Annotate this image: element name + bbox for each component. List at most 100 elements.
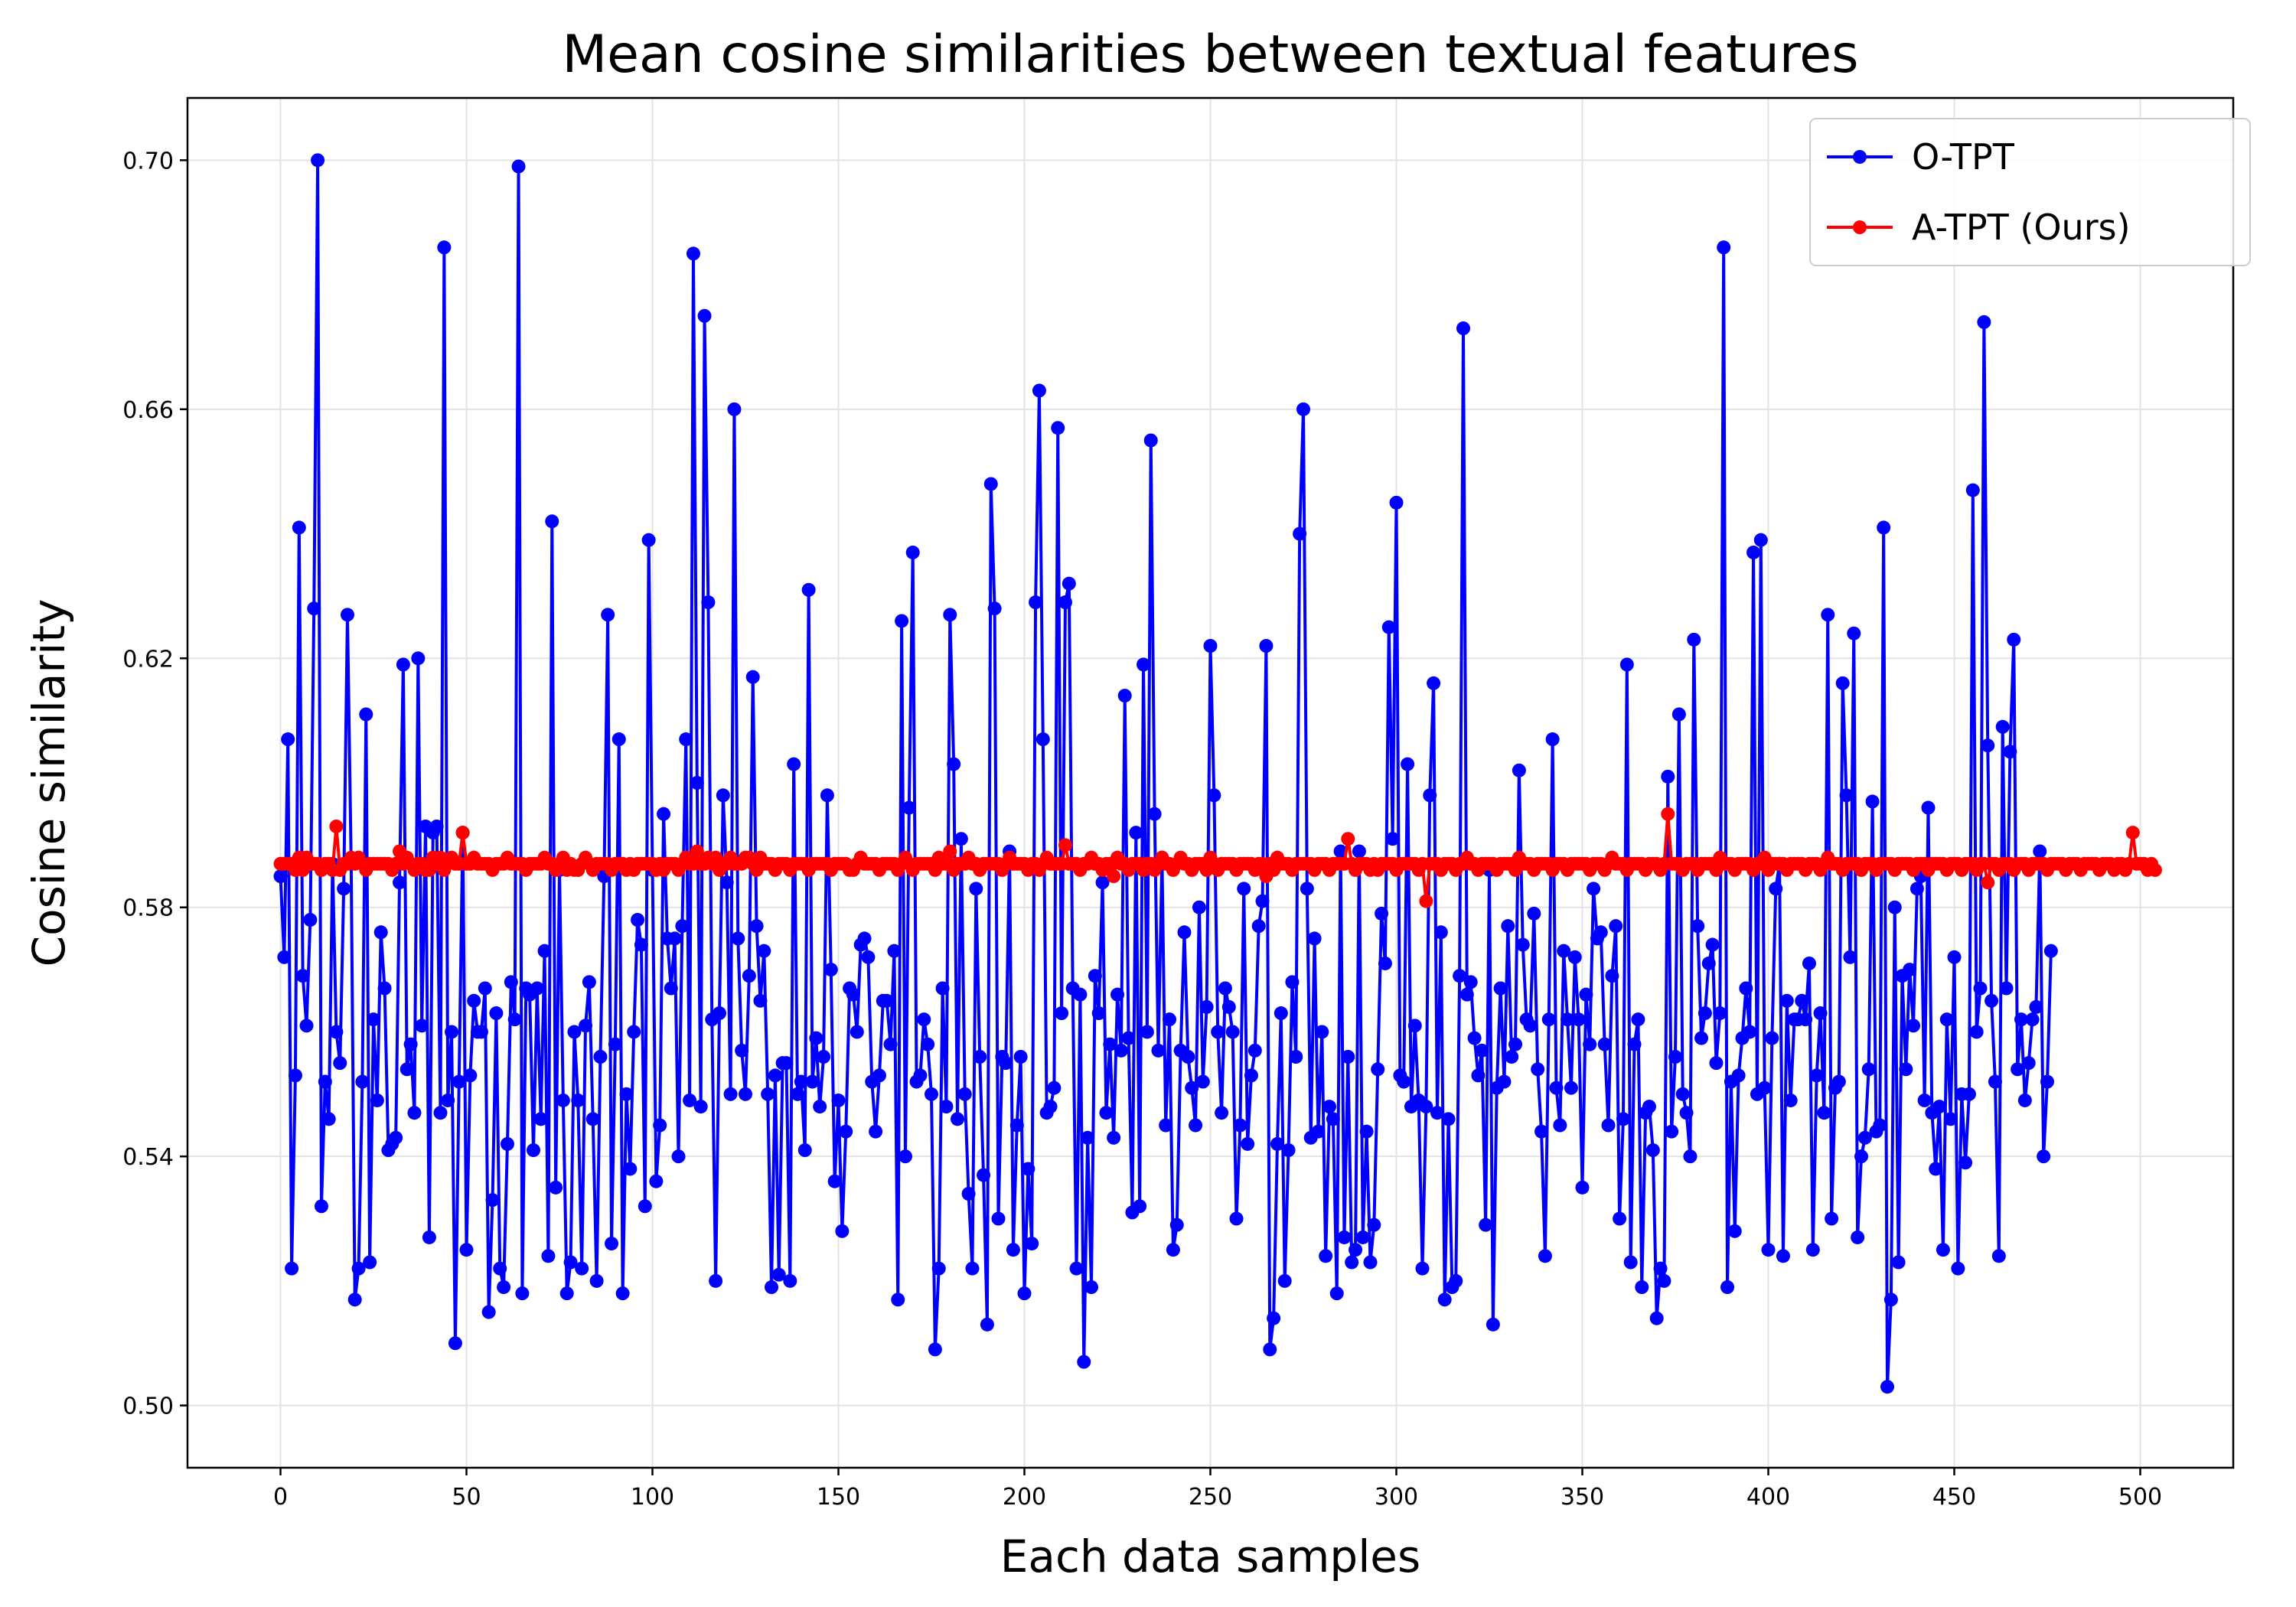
- x-tick-label: 300: [1375, 1484, 1418, 1511]
- data-point: [1619, 657, 1634, 672]
- data-point: [559, 1286, 574, 1301]
- data-point: [1899, 1062, 1913, 1077]
- data-point: [1497, 1074, 1512, 1089]
- data-point: [601, 608, 615, 622]
- data-point: [690, 844, 704, 859]
- data-point: [1166, 1243, 1180, 1257]
- data-point: [1545, 732, 1560, 747]
- data-point: [1218, 981, 1232, 996]
- data-point: [872, 1068, 886, 1083]
- data-point: [653, 1118, 667, 1133]
- data-point: [1352, 844, 1366, 859]
- data-point: [295, 969, 310, 983]
- data-point: [1765, 1031, 1779, 1045]
- data-point: [1627, 1037, 1642, 1051]
- data-point: [1359, 1124, 1374, 1139]
- data-point: [455, 826, 470, 840]
- data-point: [1668, 1050, 1682, 1064]
- data-point: [917, 1012, 931, 1027]
- data-point: [1616, 1112, 1630, 1126]
- x-tick-label: 100: [631, 1484, 674, 1511]
- data-point: [697, 308, 712, 323]
- data-point: [1062, 576, 1076, 591]
- data-point: [1936, 1243, 1950, 1257]
- data-point: [1861, 1062, 1876, 1077]
- data-point: [1977, 315, 1991, 329]
- data-point: [1631, 1012, 1645, 1027]
- data-point: [1661, 769, 1675, 784]
- data-point: [1378, 956, 1392, 970]
- data-point: [1456, 321, 1470, 336]
- data-point: [511, 159, 526, 174]
- data-point: [1679, 1106, 1694, 1120]
- data-point: [1129, 826, 1143, 840]
- data-point: [1779, 993, 1794, 1008]
- data-point: [347, 1292, 362, 1307]
- data-point: [497, 1280, 511, 1295]
- data-point: [1025, 1237, 1039, 1251]
- data-point: [393, 875, 407, 890]
- data-point: [1512, 763, 1526, 777]
- data-point: [1921, 800, 1936, 815]
- data-point: [1851, 1230, 1865, 1244]
- data-point: [585, 1112, 600, 1126]
- data-point: [489, 1006, 504, 1021]
- data-point: [1047, 1081, 1062, 1095]
- chart-title: Mean cosine similarities between textual…: [562, 24, 1858, 85]
- data-point: [1523, 1019, 1538, 1033]
- data-point: [1843, 950, 1857, 964]
- data-point: [303, 913, 318, 927]
- data-point: [1367, 1217, 1381, 1232]
- data-point: [2037, 1149, 2051, 1164]
- data-point: [831, 1093, 846, 1107]
- data-point: [363, 1255, 377, 1270]
- data-point: [813, 1100, 827, 1114]
- data-point: [485, 1193, 500, 1208]
- data-point: [1159, 1118, 1173, 1133]
- data-point: [957, 1087, 972, 1101]
- data-point: [1857, 1130, 1872, 1145]
- data-point: [1880, 1380, 1895, 1394]
- data-point: [977, 1168, 991, 1182]
- data-point: [1783, 1093, 1798, 1107]
- data-point: [441, 1093, 455, 1107]
- data-point: [1486, 1317, 1500, 1332]
- data-point: [1385, 832, 1400, 846]
- data-point: [1564, 1081, 1578, 1095]
- series-layer: [273, 153, 2162, 1394]
- data-point: [820, 788, 834, 803]
- x-tick-label: 350: [1561, 1484, 1604, 1511]
- data-point: [1583, 1037, 1597, 1051]
- data-point: [1427, 676, 1441, 690]
- data-point: [530, 981, 544, 996]
- data-point: [549, 1180, 563, 1195]
- data-point: [1720, 1280, 1735, 1295]
- data-point: [1225, 1025, 1240, 1039]
- data-point: [857, 931, 872, 946]
- data-point: [675, 919, 690, 934]
- data-point: [1981, 875, 1995, 890]
- data-point: [1035, 732, 1050, 747]
- data-point: [1296, 402, 1310, 416]
- data-point: [582, 975, 596, 989]
- data-point: [1561, 1012, 1575, 1027]
- data-point: [1973, 981, 1988, 996]
- data-point: [999, 1056, 1013, 1071]
- data-point: [1381, 620, 1396, 634]
- y-axis-label: Cosine similarity: [23, 599, 75, 967]
- data-point: [1181, 1050, 1195, 1064]
- data-point: [883, 1037, 898, 1051]
- data-point: [757, 944, 771, 958]
- data-point: [1549, 1081, 1564, 1095]
- data-point: [898, 1149, 912, 1164]
- data-point: [634, 937, 648, 952]
- data-point: [273, 869, 288, 884]
- data-point: [1195, 1074, 1210, 1089]
- data-point: [1493, 981, 1508, 996]
- y-tick-label: 0.70: [122, 148, 174, 174]
- data-point: [1877, 520, 1891, 535]
- data-point: [2033, 844, 2047, 859]
- x-tick-label: 250: [1189, 1484, 1232, 1511]
- data-point: [768, 1068, 782, 1083]
- data-point: [593, 1050, 608, 1064]
